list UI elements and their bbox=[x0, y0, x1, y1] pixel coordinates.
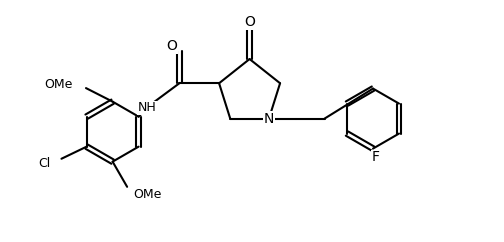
Text: Cl: Cl bbox=[38, 157, 51, 170]
Text: N: N bbox=[264, 112, 274, 126]
Text: NH: NH bbox=[138, 101, 157, 114]
Text: O: O bbox=[244, 15, 255, 29]
Text: OMe: OMe bbox=[44, 78, 73, 91]
Text: F: F bbox=[371, 150, 380, 164]
Text: O: O bbox=[167, 39, 177, 53]
Text: OMe: OMe bbox=[133, 188, 161, 201]
